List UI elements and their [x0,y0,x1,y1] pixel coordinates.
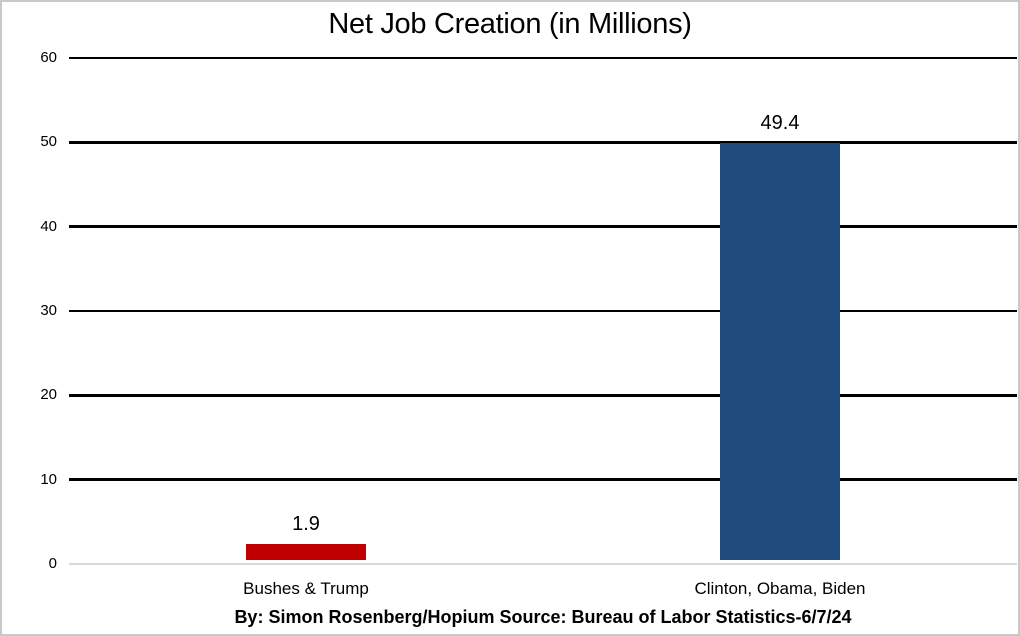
y-axis-tick-label: 10 [40,470,57,488]
chart-title: Net Job Creation (in Millions) [328,8,692,40]
y-axis-tick-label: 40 [40,217,57,235]
zero-baseline [69,562,1017,566]
gridline [69,394,1017,397]
x-axis-category-label: Bushes & Trump [243,579,369,598]
gridline [69,56,1017,60]
bar-bushes-trump [246,544,366,560]
bar-value-label: 1.9 [292,513,320,535]
y-axis-tick-label: 30 [40,302,57,319]
gridline [69,478,1017,481]
gridline [69,141,1017,144]
y-axis-tick-label: 50 [40,133,57,151]
bar-clinton-obama-biden [720,143,840,560]
bar-value-label: 49.4 [760,112,800,134]
x-axis-category-label: Clinton, Obama, Biden [694,579,866,598]
gridline [69,309,1017,313]
y-axis-tick-label: 60 [40,49,57,66]
y-axis-tick-label: 20 [40,386,57,404]
source-credit: By: Simon Rosenberg/Hopium Source: Burea… [234,607,852,627]
y-axis-tick-label: 0 [48,555,57,572]
gridline [69,225,1017,228]
